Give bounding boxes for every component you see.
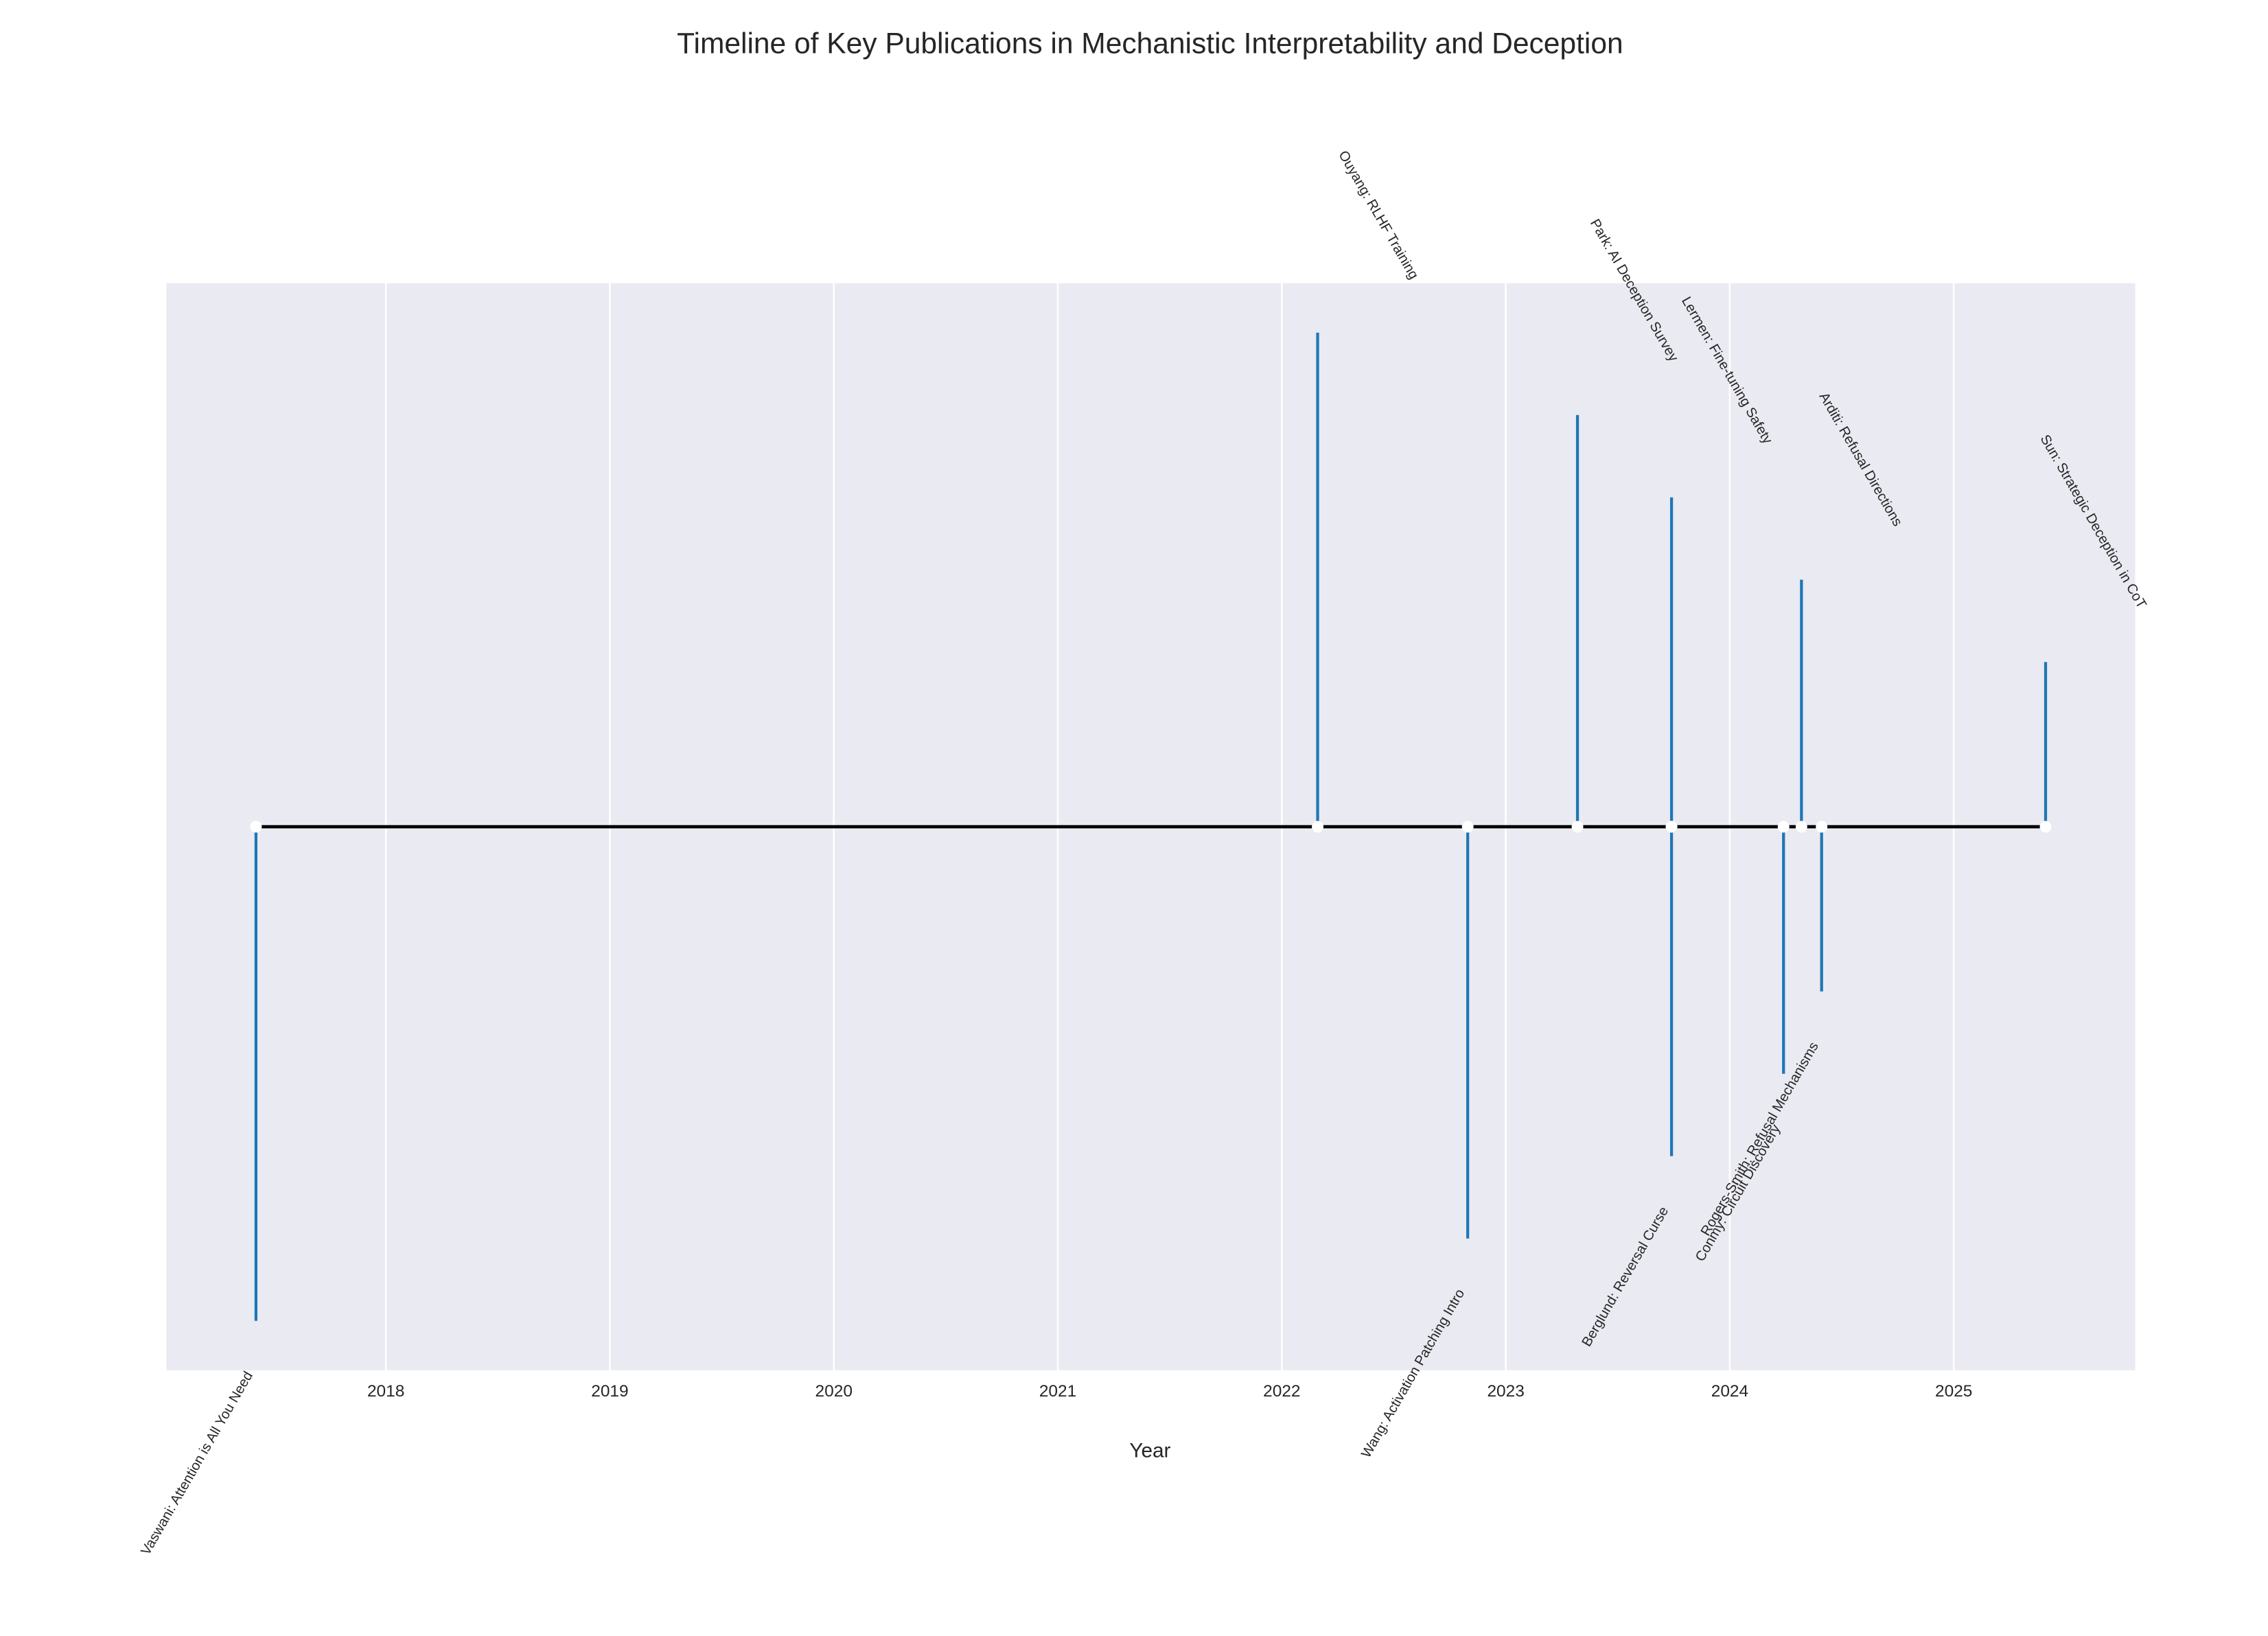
event-marker [1461, 821, 1474, 833]
event-marker [1665, 821, 1678, 833]
x-tick-label: 2020 [815, 1382, 853, 1401]
event-marker [1777, 821, 1790, 833]
event-marker [250, 821, 262, 833]
event-marker [2039, 821, 2052, 833]
event-label: Ouyang: RLHF Training [1335, 148, 1421, 282]
x-tick-label: 2019 [591, 1382, 628, 1401]
x-axis-label: Year [1129, 1440, 1170, 1462]
x-tick-label: 2021 [1039, 1382, 1076, 1401]
x-tick-label: 2018 [367, 1382, 404, 1401]
event-label: Vaswani: Attention is All You Need [138, 1369, 256, 1558]
x-tick-label: 2024 [1711, 1382, 1748, 1401]
x-tick-label: 2023 [1487, 1382, 1524, 1401]
event-marker [1795, 821, 1807, 833]
chart-title: Timeline of Key Publications in Mechanis… [677, 27, 1623, 60]
event-marker [1312, 821, 1324, 833]
x-tick-label: 2022 [1263, 1382, 1300, 1401]
event-marker [1816, 821, 1828, 833]
event-marker [1571, 821, 1584, 833]
x-tick-label: 2025 [1935, 1382, 1972, 1401]
